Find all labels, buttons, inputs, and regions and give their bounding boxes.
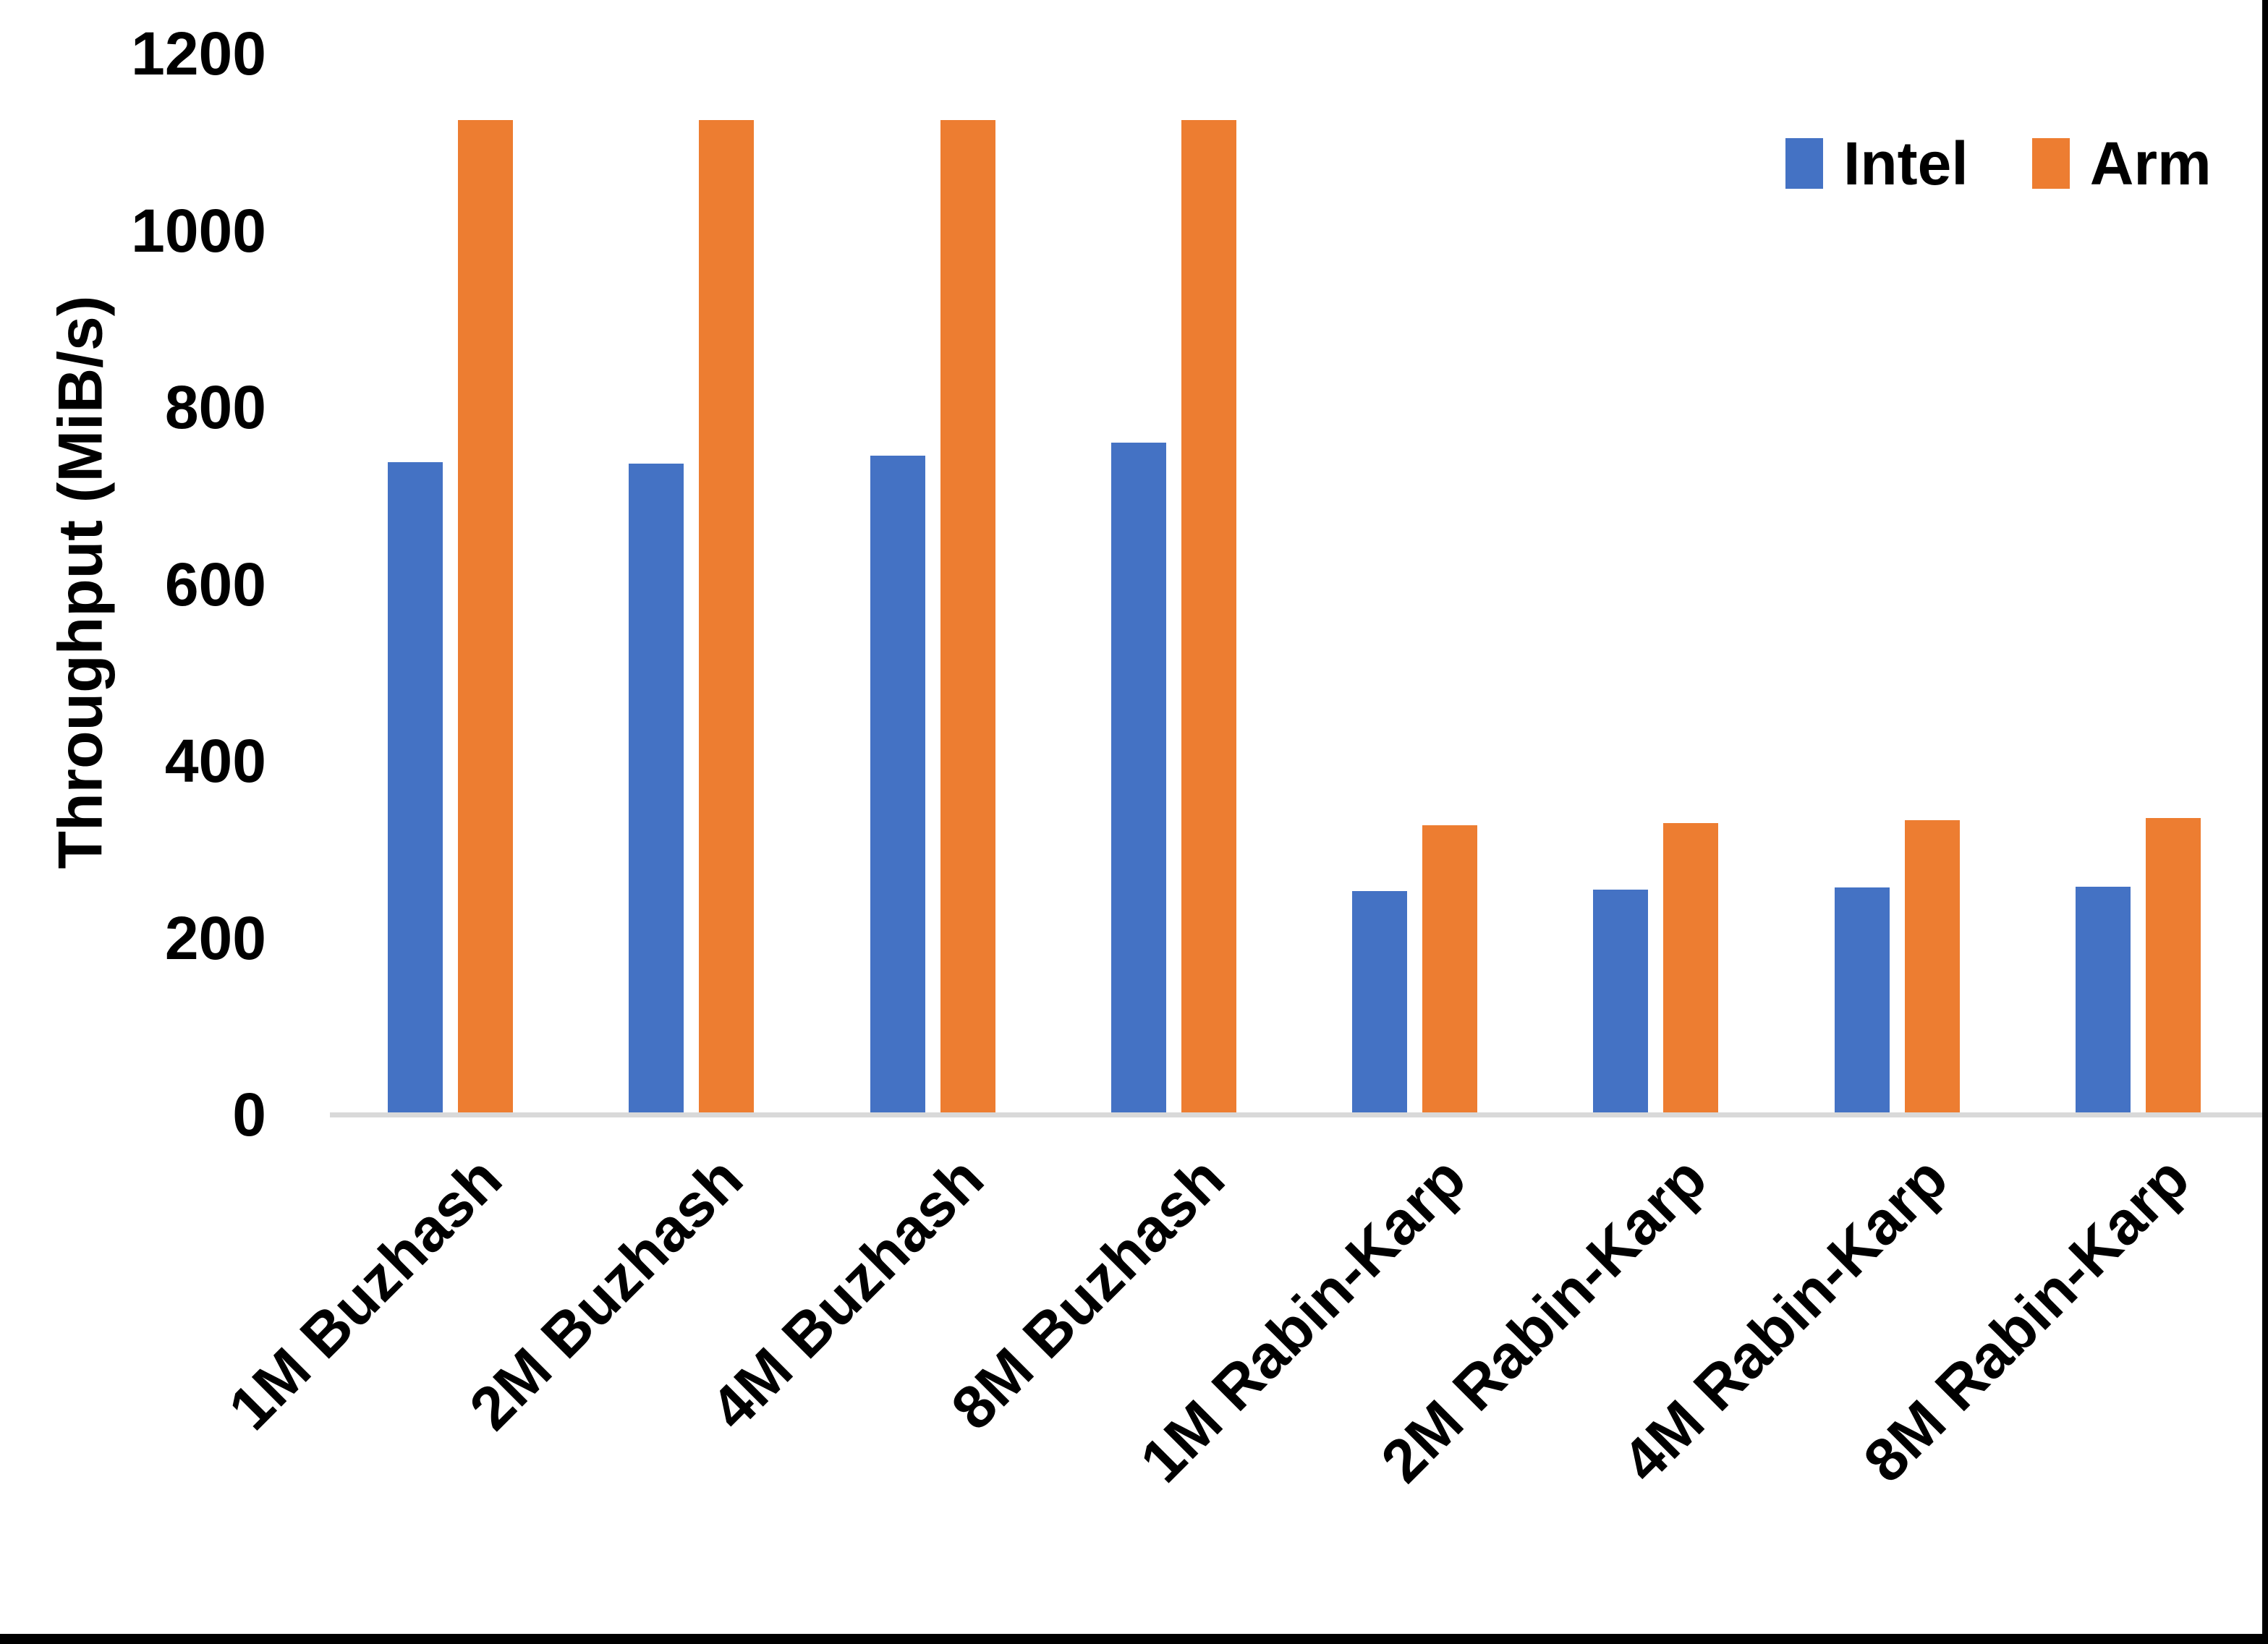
x-axis-label-2m-rabin-karp: 2M Rabin-Karp [1368,1143,1720,1496]
y-tick-label-0: 0 [232,1081,266,1149]
y-tick-label-1200: 1200 [131,20,266,88]
x-axis-label-4m-buzhash: 4M Buzhash [697,1143,997,1443]
y-tick-label-200: 200 [164,903,266,972]
x-axis-label-8m-rabin-karp: 8M Rabin-Karp [1850,1143,2202,1496]
legend-swatch-intel [1785,138,1823,189]
bar-intel-4m-rabin-karp [1834,887,1890,1115]
x-axis-label-4m-rabin-karp: 4M Rabin-Karp [1609,1143,1961,1496]
bar-arm-2m-buzhash [699,120,755,1115]
bar-intel-2m-rabin-karp [1593,890,1649,1115]
x-axis-label-1m-rabin-karp: 1M Rabin-Karp [1126,1143,1479,1496]
legend-label-intel: Intel [1843,129,1968,197]
bar-intel-1m-rabin-karp [1352,891,1408,1115]
y-tick-label-800: 800 [164,373,266,441]
bar-arm-4m-buzhash [940,120,995,1115]
x-axis-label-8m-buzhash: 8M Buzhash [938,1143,1238,1443]
bar-arm-1m-buzhash [458,120,514,1115]
bar-arm-8m-buzhash [1181,120,1236,1115]
bar-arm-1m-rabin-karp [1422,825,1478,1115]
bars-container [330,54,2259,1115]
legend-item-intel: Intel [1785,133,1968,194]
legend-item-arm: Arm [2031,129,2212,197]
bar-intel-8m-buzhash [1110,443,1166,1115]
x-axis-line [330,1112,2268,1117]
bar-arm-4m-rabin-karp [1904,820,1960,1115]
legend-label-arm: Arm [2089,129,2212,197]
legend: Intel Arm [1785,133,2212,194]
x-axis-label-1m-buzhash: 1M Buzhash [215,1143,514,1443]
y-tick-label-600: 600 [164,550,266,618]
bar-intel-2m-buzhash [629,464,684,1115]
y-tick-label-400: 400 [164,727,266,795]
y-tick-label-1000: 1000 [131,196,266,265]
screenshot-bottom-border [0,1634,2268,1644]
bar-intel-1m-buzhash [388,462,443,1115]
bar-intel-4m-buzhash [870,456,925,1115]
screenshot-right-border [2262,0,2268,1644]
bar-intel-8m-rabin-karp [2075,887,2131,1115]
plot-area [330,54,2259,1115]
bar-arm-2m-rabin-karp [1663,823,1719,1115]
x-axis-label-2m-buzhash: 2M Buzhash [456,1143,755,1443]
legend-swatch-arm [2031,138,2070,189]
bar-arm-8m-rabin-karp [2145,818,2201,1115]
